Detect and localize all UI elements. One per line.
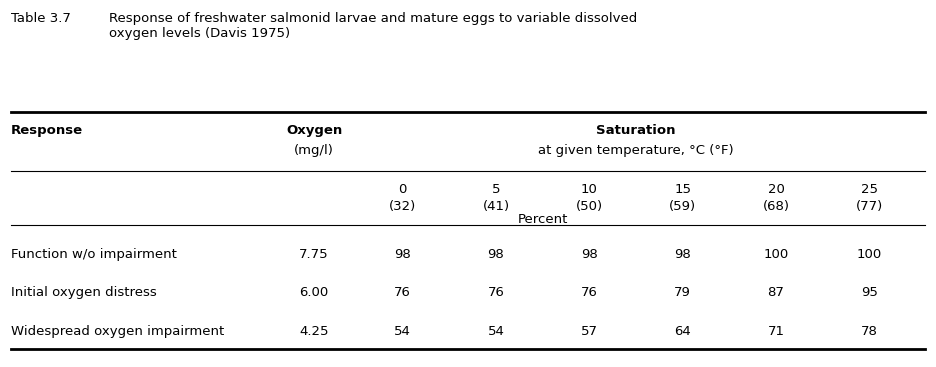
- Text: 15
(59): 15 (59): [669, 183, 696, 213]
- Text: 98: 98: [488, 248, 505, 261]
- Text: 100: 100: [856, 248, 882, 261]
- Text: 98: 98: [674, 248, 691, 261]
- Text: 54: 54: [394, 324, 411, 338]
- Text: 0
(32): 0 (32): [389, 183, 417, 213]
- Text: Percent: Percent: [518, 214, 568, 226]
- Text: Response of freshwater salmonid larvae and mature eggs to variable dissolved
oxy: Response of freshwater salmonid larvae a…: [109, 12, 637, 40]
- Text: 76: 76: [581, 286, 598, 299]
- Text: 98: 98: [394, 248, 411, 261]
- Text: 98: 98: [581, 248, 598, 261]
- Text: 78: 78: [861, 324, 878, 338]
- Text: 20
(68): 20 (68): [763, 183, 789, 213]
- Text: 6.00: 6.00: [300, 286, 329, 299]
- Text: 71: 71: [768, 324, 784, 338]
- Text: 87: 87: [768, 286, 784, 299]
- Text: 64: 64: [674, 324, 691, 338]
- Text: 95: 95: [861, 286, 878, 299]
- Text: 76: 76: [394, 286, 411, 299]
- Text: Oxygen: Oxygen: [285, 124, 343, 137]
- Text: 5
(41): 5 (41): [482, 183, 509, 213]
- Text: 4.25: 4.25: [300, 324, 329, 338]
- Text: 79: 79: [674, 286, 691, 299]
- Text: Table 3.7: Table 3.7: [10, 12, 70, 25]
- Text: 100: 100: [764, 248, 789, 261]
- Text: (mg/l): (mg/l): [294, 144, 334, 157]
- Text: Function w/o impairment: Function w/o impairment: [10, 248, 177, 261]
- Text: at given temperature, °C (°F): at given temperature, °C (°F): [538, 144, 734, 157]
- Text: Saturation: Saturation: [596, 124, 676, 137]
- Text: Response: Response: [10, 124, 83, 137]
- Text: 57: 57: [581, 324, 598, 338]
- Text: 10
(50): 10 (50): [576, 183, 603, 213]
- Text: 7.75: 7.75: [300, 248, 329, 261]
- Text: Initial oxygen distress: Initial oxygen distress: [10, 286, 156, 299]
- Text: 54: 54: [488, 324, 505, 338]
- Text: Widespread oxygen impairment: Widespread oxygen impairment: [10, 324, 224, 338]
- Text: 25
(77): 25 (77): [856, 183, 883, 213]
- Text: 76: 76: [488, 286, 505, 299]
